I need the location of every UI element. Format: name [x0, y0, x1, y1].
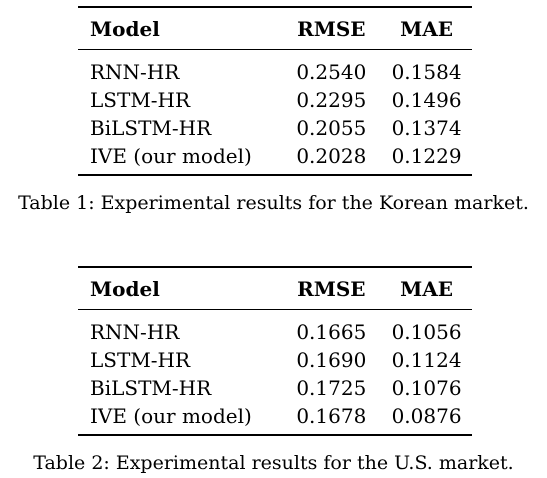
- cell-rmse: 0.2295: [296, 88, 367, 112]
- column-header-model: Model: [78, 6, 282, 50]
- cell-mae: 0.1496: [391, 88, 462, 112]
- table-row: IVE (our model) 0.2028 0.1229: [78, 142, 472, 176]
- cell-rmse-best: 0.1665: [296, 320, 367, 344]
- cell-rmse: 0.1690: [296, 348, 367, 372]
- cell-model: LSTM-HR: [90, 88, 191, 112]
- cell-mae: 0.1584: [391, 60, 462, 84]
- cell-mae: 0.1076: [391, 376, 462, 400]
- table-caption-us: Table 2: Experimental results for the U.…: [33, 452, 514, 474]
- column-header-mae: MAE: [381, 266, 472, 310]
- cell-mae: 0.1374: [391, 116, 462, 140]
- cell-model: IVE (our model): [78, 402, 282, 436]
- cell-mae: 0.1056: [391, 320, 462, 344]
- cell-rmse: 0.2055: [296, 116, 367, 140]
- column-header-mae: MAE: [381, 6, 472, 50]
- cell-rmse: 0.2540: [296, 60, 367, 84]
- table-row: BiLSTM-HR 0.1725 0.1076: [78, 374, 472, 402]
- cell-model: RNN-HR: [90, 60, 180, 84]
- table-header-row: Model RMSE MAE: [78, 6, 472, 50]
- results-table-us: Model RMSE MAE RNN-HR 0.1665 0.1056 LSTM…: [78, 266, 472, 436]
- cell-mae-best: 0.0876: [381, 402, 472, 436]
- cell-rmse-best: 0.2028: [281, 142, 382, 176]
- cell-model: BiLSTM-HR: [90, 376, 212, 400]
- cell-mae: 0.1124: [391, 348, 462, 372]
- column-header-rmse: RMSE: [281, 6, 382, 50]
- cell-rmse: 0.1725: [296, 376, 367, 400]
- table-row: IVE (our model) 0.1678 0.0876: [78, 402, 472, 436]
- cell-mae-best: 0.1229: [381, 142, 472, 176]
- cell-model: BiLSTM-HR: [90, 116, 212, 140]
- table-row: LSTM-HR 0.2295 0.1496: [78, 86, 472, 114]
- column-header-rmse: RMSE: [281, 266, 382, 310]
- table-row: RNN-HR 0.2540 0.1584: [78, 50, 472, 87]
- table-row: BiLSTM-HR 0.2055 0.1374: [78, 114, 472, 142]
- cell-model: IVE (our model): [78, 142, 282, 176]
- table-caption-korean: Table 1: Experimental results for the Ko…: [18, 192, 529, 214]
- results-table-korean: Model RMSE MAE RNN-HR 0.2540 0.1584 LSTM…: [78, 6, 472, 176]
- cell-model: LSTM-HR: [90, 348, 191, 372]
- column-header-model: Model: [78, 266, 282, 310]
- cell-rmse: 0.1678: [281, 402, 382, 436]
- table-header-row: Model RMSE MAE: [78, 266, 472, 310]
- table-row: RNN-HR 0.1665 0.1056: [78, 310, 472, 347]
- cell-model: RNN-HR: [90, 320, 180, 344]
- table-row: LSTM-HR 0.1690 0.1124: [78, 346, 472, 374]
